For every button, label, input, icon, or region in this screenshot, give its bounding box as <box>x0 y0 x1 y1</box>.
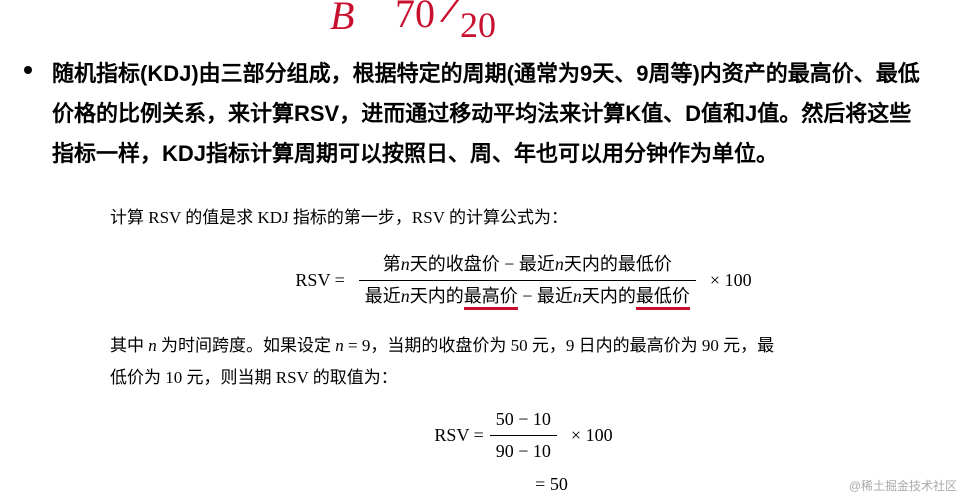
note-part: 其中 <box>110 336 148 355</box>
note-part: = 9，当期的收盘价为 50 元，9 日内的最高价为 90 元，最 <box>344 336 774 355</box>
rsv-example: RSV = 50 − 10 90 − 10 × 100 = 50 <box>110 404 937 498</box>
times-100: × 100 <box>710 267 752 294</box>
main-paragraph: 随机指标(KDJ)由三部分组成，根据特定的周期(通常为9天、9周等)内资产的最高… <box>30 54 967 174</box>
main-line-2: 价格的比例关系，来计算RSV，进而通过移动平均法来计算K值、D值和J值。然后将这… <box>30 94 967 134</box>
rsv-formula: RSV = 第n天的收盘价 − 最近n天内的最低价 最近n天内的最高价 − 最近… <box>110 249 937 312</box>
den-part: 天内的 <box>582 286 636 306</box>
main-line-1: 随机指标(KDJ)由三部分组成，根据特定的周期(通常为9天、9周等)内资产的最高… <box>30 54 967 94</box>
formula-note: 其中 n 为时间跨度。如果设定 n = 9，当期的收盘价为 50 元，9 日内的… <box>110 330 937 395</box>
den-part: 最近 <box>365 286 401 306</box>
example-numerator: 50 − 10 <box>490 404 557 435</box>
n-var: n <box>573 286 582 306</box>
example-denominator: 90 − 10 <box>490 436 557 467</box>
fraction-denominator: 最近n天内的最高价 − 最近n天内的最低价 <box>359 281 696 312</box>
underlined-high: 最高价 <box>464 286 518 310</box>
handwriting-20: 20 <box>460 4 496 46</box>
example-result: = 50 <box>535 471 568 498</box>
den-part: 天内的 <box>410 286 464 306</box>
times-100: × 100 <box>571 422 613 449</box>
handwriting-70: 70 <box>395 0 435 37</box>
formula-fraction: 第n天的收盘价 − 最近n天内的最低价 最近n天内的最高价 − 最近n天内的最低… <box>359 249 696 312</box>
watermark: @稀土掘金技术社区 <box>849 477 957 494</box>
formula-intro: 计算 RSV 的值是求 KDJ 指标的第一步，RSV 的计算公式为： <box>110 205 937 231</box>
example-fraction: 50 − 10 90 − 10 <box>490 404 557 467</box>
note-part: 低价为 10 元，则当期 RSV 的取值为： <box>110 368 398 387</box>
n-var: n <box>335 336 344 355</box>
example-lhs: RSV = <box>434 422 483 449</box>
num-part: 天内的最低价 <box>564 254 672 274</box>
formula-block: 计算 RSV 的值是求 KDJ 指标的第一步，RSV 的计算公式为： RSV =… <box>110 205 937 498</box>
num-part: 天的收盘价 − 最近 <box>410 254 555 274</box>
formula-lhs: RSV = <box>295 267 344 294</box>
n-var: n <box>148 336 157 355</box>
handwriting-letter-b: B <box>330 0 354 39</box>
n-var: n <box>401 286 410 306</box>
underlined-low: 最低价 <box>636 286 690 310</box>
fraction-numerator: 第n天的收盘价 − 最近n天内的最低价 <box>377 249 678 280</box>
den-part: − 最近 <box>518 286 573 306</box>
note-part: 为时间跨度。如果设定 <box>157 336 336 355</box>
main-line-3: 指标一样，KDJ指标计算周期可以按照日、周、年也可以用分钟作为单位。 <box>30 134 967 174</box>
n-var: n <box>555 254 564 274</box>
n-var: n <box>401 254 410 274</box>
num-part: 第 <box>383 254 401 274</box>
